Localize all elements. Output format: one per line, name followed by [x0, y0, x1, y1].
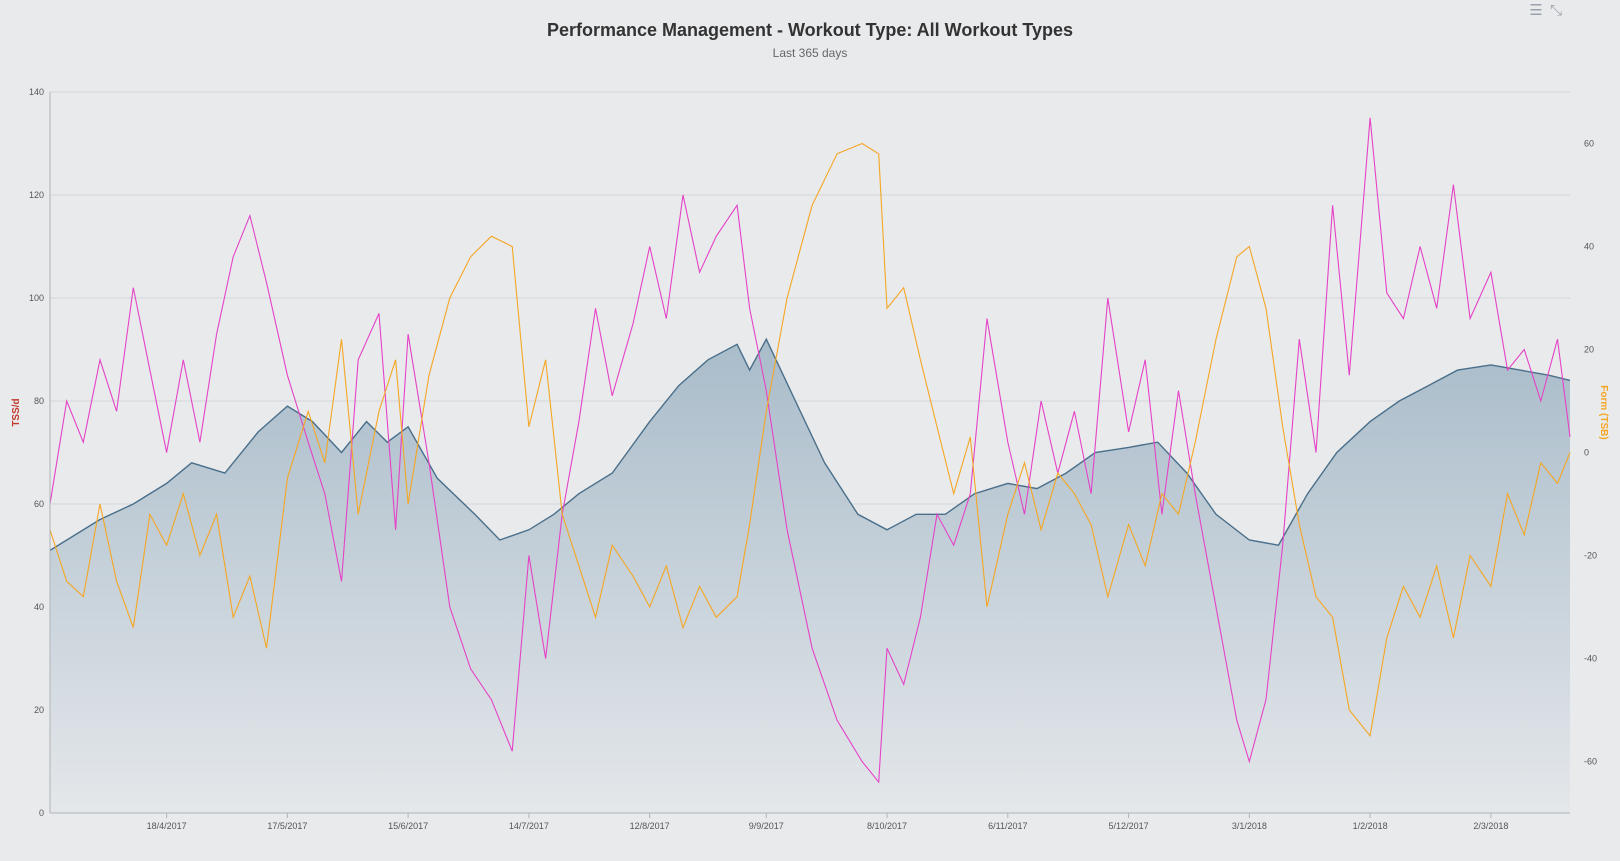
y-right-tick-label: -20 [1584, 551, 1597, 561]
y-left-tick-label: 60 [34, 499, 44, 509]
y-right-tick-label: 40 [1584, 242, 1594, 252]
x-tick-label: 12/8/2017 [630, 821, 670, 831]
y-right-tick-label: -60 [1584, 757, 1597, 767]
y-right-axis-title: Form (TSB) [1598, 385, 1609, 439]
menu-icon[interactable]: ☰ [1529, 2, 1543, 19]
chart-title: Performance Management - Workout Type: A… [546, 20, 1074, 40]
form-line [49, 142, 1571, 738]
x-tick-label: 5/12/2017 [1109, 821, 1149, 831]
x-tick-label: 15/6/2017 [388, 821, 428, 831]
x-tick-label: 8/10/2017 [867, 821, 907, 831]
y-left-tick-label: 140 [29, 87, 44, 97]
y-left-tick-label: 100 [29, 293, 44, 303]
x-tick-label: 3/1/2018 [1232, 821, 1267, 831]
x-tick-label: 6/11/2017 [988, 821, 1027, 831]
y-left-tick-label: 40 [34, 602, 44, 612]
x-tick-label: 1/2/2018 [1353, 821, 1388, 831]
y-left-axis-title: TSS/d [11, 398, 22, 426]
y-right-tick-label: -40 [1584, 654, 1597, 664]
x-tick-label: 18/4/2017 [147, 821, 187, 831]
y-right-tick-label: 0 [1584, 448, 1589, 458]
fitness-line [49, 337, 1571, 551]
chart-subtitle: Last 365 days [772, 46, 848, 60]
y-left-tick-label: 120 [29, 190, 44, 200]
x-tick-label: 14/7/2017 [509, 821, 549, 831]
y-right-tick-label: 60 [1584, 139, 1594, 149]
fitness-area [50, 339, 1570, 813]
y-left-tick-label: 80 [34, 396, 44, 406]
fullscreen-icon[interactable]: ⤡ [1549, 2, 1562, 19]
y-right-tick-label: 20 [1584, 345, 1594, 355]
x-tick-label: 2/3/2018 [1473, 821, 1508, 831]
x-tick-label: 17/5/2017 [267, 821, 307, 831]
x-tick-label: 9/9/2017 [749, 821, 784, 831]
fatigue-line [49, 117, 1571, 784]
y-left-tick-label: 0 [39, 808, 44, 818]
y-left-tick-label: 20 [34, 705, 44, 715]
